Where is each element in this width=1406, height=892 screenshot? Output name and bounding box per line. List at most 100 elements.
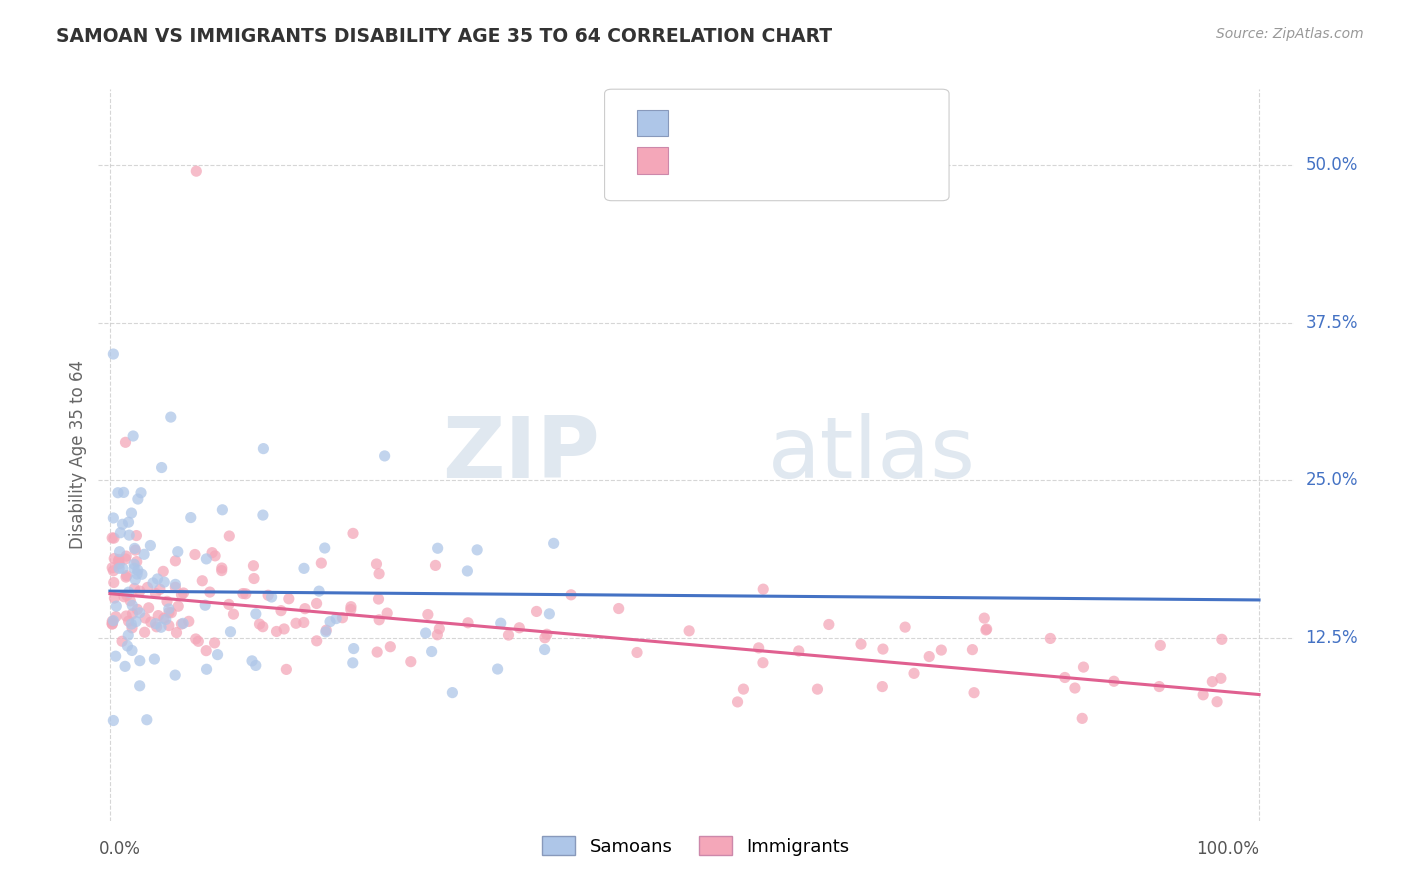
Text: -0.023: -0.023 [727,114,789,132]
Point [157,606,180,620]
Text: N =: N = [800,114,839,132]
Point [198,585,221,599]
Point [115,589,138,603]
Point [110,525,132,540]
Point [806,682,828,697]
Point [319,615,342,629]
Point [232,586,254,600]
Point [128,584,150,599]
Point [122,558,145,572]
Point [153,611,176,625]
Point [117,585,139,599]
Point [155,612,177,626]
Point [1149,639,1171,653]
Point [170,588,193,602]
Point [136,581,159,595]
Point [733,682,755,697]
Text: 12.5%: 12.5% [1306,629,1358,647]
Point [103,575,125,590]
Point [121,643,143,657]
Point [121,599,143,613]
Point [325,612,347,626]
Point [240,654,263,668]
Point [204,636,226,650]
Point [931,643,953,657]
Point [465,542,488,557]
Point [242,558,264,573]
Text: -0.347: -0.347 [727,152,789,169]
Point [441,685,464,699]
Point [218,529,240,543]
Point [222,607,245,622]
Point [194,599,217,613]
Point [332,611,354,625]
Point [120,594,142,608]
Point [117,628,139,642]
Point [426,628,449,642]
Point [103,591,125,605]
Point [204,549,226,563]
Point [180,510,202,524]
Point [872,680,894,694]
Point [159,410,181,425]
Point [121,621,143,635]
Point [211,503,233,517]
Point [121,506,143,520]
Point [201,546,224,560]
Point [903,666,925,681]
Point [367,592,389,607]
Point [211,561,233,575]
Point [339,602,361,616]
Point [252,620,274,634]
Point [153,575,176,590]
Point [375,606,398,620]
Point [111,561,134,575]
Point [150,460,173,475]
Point [115,570,138,584]
Text: 0.0%: 0.0% [98,839,141,857]
Point [245,658,267,673]
Point [114,435,136,450]
Point [498,628,520,642]
Point [124,582,146,596]
Point [1211,632,1233,647]
Point [457,615,479,630]
Text: 100.0%: 100.0% [1197,839,1258,857]
Point [165,668,187,682]
Point [1071,711,1094,725]
Point [134,625,156,640]
Point [207,648,229,662]
Point [536,627,558,641]
Point [315,623,337,637]
Point [115,568,138,582]
Point [172,616,194,631]
Text: R =: R = [685,152,723,169]
Point [167,599,190,614]
Point [427,622,450,636]
Point [976,622,998,636]
Point [292,615,315,630]
Point [235,587,257,601]
Point [149,582,172,597]
Point [166,544,188,558]
Point [114,659,136,673]
Point [340,599,363,614]
Point [101,531,124,545]
Point [103,551,125,566]
Point [101,615,124,629]
Point [534,631,557,645]
Point [112,590,135,604]
Text: atlas: atlas [768,413,976,497]
Text: ZIP: ZIP [443,413,600,497]
Point [107,554,129,568]
Point [787,644,810,658]
Point [108,552,131,566]
Point [260,590,283,604]
Point [128,654,150,668]
Point [973,611,995,625]
Point [195,662,218,676]
Point [270,604,292,618]
Point [103,531,125,545]
Point [1102,674,1125,689]
Point [818,617,841,632]
